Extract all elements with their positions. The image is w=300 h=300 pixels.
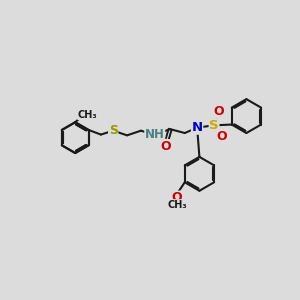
Text: S: S <box>109 124 118 137</box>
Text: NH: NH <box>145 128 165 141</box>
Text: O: O <box>213 105 224 118</box>
Text: CH₃: CH₃ <box>78 110 97 119</box>
Text: CH₃: CH₃ <box>167 200 187 210</box>
Text: N: N <box>192 121 203 134</box>
Text: S: S <box>209 119 219 132</box>
Text: O: O <box>216 130 227 143</box>
Text: O: O <box>160 140 171 153</box>
Text: O: O <box>172 191 182 204</box>
